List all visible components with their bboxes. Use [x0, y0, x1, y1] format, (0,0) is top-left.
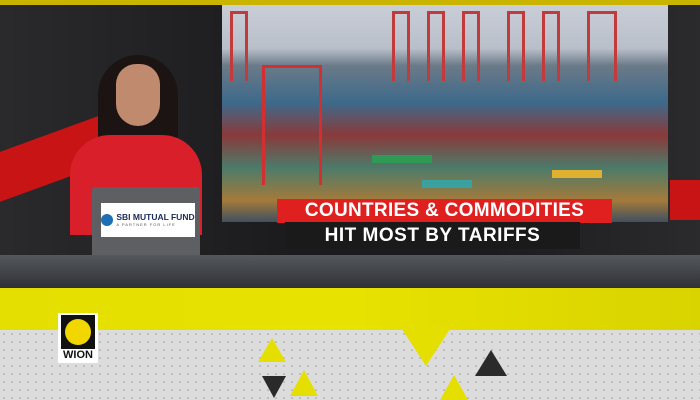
wion-logo: WION	[58, 313, 98, 363]
container	[422, 180, 472, 188]
sponsor-card: SBI MUTUAL FUND A PARTNER FOR LIFE	[101, 203, 195, 237]
desk-front-panel	[0, 326, 700, 400]
crane	[262, 65, 322, 185]
crane	[392, 11, 410, 81]
crane	[462, 11, 480, 81]
top-accent-line	[0, 0, 700, 5]
triangle-decoration	[290, 370, 318, 396]
crane	[507, 11, 525, 81]
sponsor-tagline: A PARTNER FOR LIFE	[116, 222, 176, 227]
crane	[587, 11, 617, 81]
anchor-face	[116, 64, 160, 126]
red-light-streak	[670, 180, 700, 220]
glass-desk	[0, 255, 700, 290]
triangle-decoration	[400, 326, 452, 366]
yellow-desk-band	[0, 288, 700, 330]
triangle-decoration	[262, 376, 286, 398]
triangle-decoration	[475, 350, 507, 376]
sponsor-name: SBI MUTUAL FUND	[116, 212, 195, 222]
crane	[427, 11, 445, 81]
wion-logo-text: WION	[63, 349, 93, 361]
sbi-logo-icon	[101, 214, 114, 226]
container	[552, 170, 602, 178]
headline-line-1: COUNTRIES & COMMODITIES	[277, 199, 612, 223]
video-wall-container-port	[222, 5, 668, 222]
triangle-decoration	[258, 338, 286, 362]
container	[372, 155, 432, 163]
wion-logo-icon	[61, 315, 95, 349]
headline-line-2: HIT MOST BY TARIFFS	[285, 222, 580, 249]
crane	[542, 11, 560, 81]
triangle-decoration	[440, 375, 468, 400]
crane	[230, 11, 248, 81]
